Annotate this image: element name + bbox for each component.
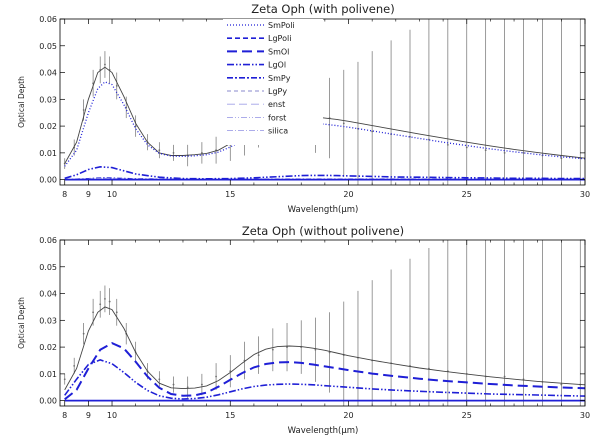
series-line-smol [64, 341, 586, 401]
legend: SmPoli LgPoli SmOl LgOl SmPy LgPy enst forst sil… [223, 19, 323, 145]
data-point [271, 348, 274, 351]
x-tick-label: 20 [343, 411, 353, 420]
y-tick-label: 0.02 [39, 343, 57, 352]
legend-label-lgol: LgOl [268, 61, 286, 70]
data-point [560, 157, 563, 160]
x-axis-label: Wavelength(µm) [288, 205, 359, 215]
data-point [446, 143, 449, 146]
y-tick-label: 0.01 [39, 149, 57, 158]
data-point [484, 149, 487, 152]
legend-label-lgpoli: LgPoli [268, 34, 291, 43]
y-axis-label: Optical Depth [17, 297, 26, 349]
data-point [104, 298, 106, 300]
data-point [371, 130, 374, 133]
y-tick-label: 0.01 [39, 370, 57, 379]
y-tick-label: 0.04 [39, 290, 57, 299]
legend-box [223, 19, 323, 145]
legend-label-forst: forst [268, 113, 286, 122]
data-point [215, 375, 217, 378]
data-point [104, 63, 106, 66]
data-point [503, 375, 506, 378]
data-point [82, 332, 85, 335]
data-point [82, 109, 85, 111]
x-tick-label: 20 [343, 190, 353, 199]
x-tick-label: 8 [62, 190, 67, 199]
data-point [560, 383, 563, 386]
y-tick-label: 0.06 [39, 236, 57, 245]
data-point [99, 303, 102, 306]
y-tick-label: 0.03 [39, 316, 57, 325]
x-tick-label: 8 [62, 411, 67, 420]
data-point [522, 151, 525, 154]
data-point [342, 122, 345, 125]
data-point [200, 151, 203, 154]
panel-title: Zeta Oph (without polivene) [242, 224, 404, 238]
y-tick-label: 0.06 [39, 15, 57, 24]
data-point [92, 311, 95, 314]
data-point [172, 383, 175, 386]
data-point [158, 149, 161, 152]
x-tick-label: 15 [225, 190, 235, 199]
data-point [172, 151, 175, 154]
x-tick-label: 9 [86, 190, 91, 199]
legend-label-smpy: SmPy [268, 74, 291, 83]
x-tick-label: 10 [107, 190, 117, 199]
legend-label-smol: SmOl [268, 47, 289, 56]
y-tick-label: 0.04 [39, 69, 57, 78]
x-tick-label: 30 [580, 190, 590, 199]
series-line-lgol [64, 165, 585, 180]
data-point [328, 351, 331, 354]
data-point [465, 146, 468, 149]
data-point [314, 348, 317, 351]
panel-title: Zeta Oph (with polivene) [251, 2, 394, 16]
data-point [73, 364, 76, 367]
plot-area [63, 240, 586, 406]
axes-frame [59, 239, 586, 407]
y-tick-label: 0.00 [39, 176, 57, 185]
panel-with-polivene: Zeta Oph (with polivene) Wavelength(µm) … [17, 2, 590, 215]
legend-label-enst: enst [268, 100, 285, 109]
y-tick-label: 0.03 [39, 95, 57, 104]
series-line-lgol [64, 359, 586, 400]
data-point [186, 386, 189, 389]
legend-label-silica: silica [268, 127, 288, 136]
data-point [503, 151, 506, 154]
legend-label-lgpy: LgPy [268, 87, 287, 96]
x-tick-label: 9 [86, 411, 91, 420]
legend-label-smpoli: SmPoli [268, 21, 295, 30]
x-tick-label: 15 [225, 411, 235, 420]
x-tick-label: 10 [107, 411, 117, 420]
data-point [200, 383, 203, 386]
data-point [257, 354, 260, 357]
y-tick-label: 0.02 [39, 122, 57, 131]
data-point [63, 378, 66, 381]
y-tick-label: 0.05 [39, 263, 57, 272]
y-tick-label: 0.05 [39, 42, 57, 51]
data-point [286, 346, 288, 348]
panel-without-polivene: Zeta Oph (without polivene) Wavelength(µ… [17, 224, 590, 436]
y-axis-label: Optical Depth [17, 76, 26, 128]
data-point [108, 300, 111, 303]
x-tick-label: 30 [580, 411, 590, 420]
x-tick-label: 25 [462, 411, 472, 420]
data-point [158, 378, 161, 381]
x-axis-label: Wavelength(µm) [288, 426, 359, 436]
series-line-model-total [64, 306, 586, 391]
x-tick-label: 25 [462, 190, 472, 199]
data-point [115, 85, 118, 87]
y-tick-label: 0.00 [39, 397, 57, 406]
data-point [115, 311, 118, 314]
